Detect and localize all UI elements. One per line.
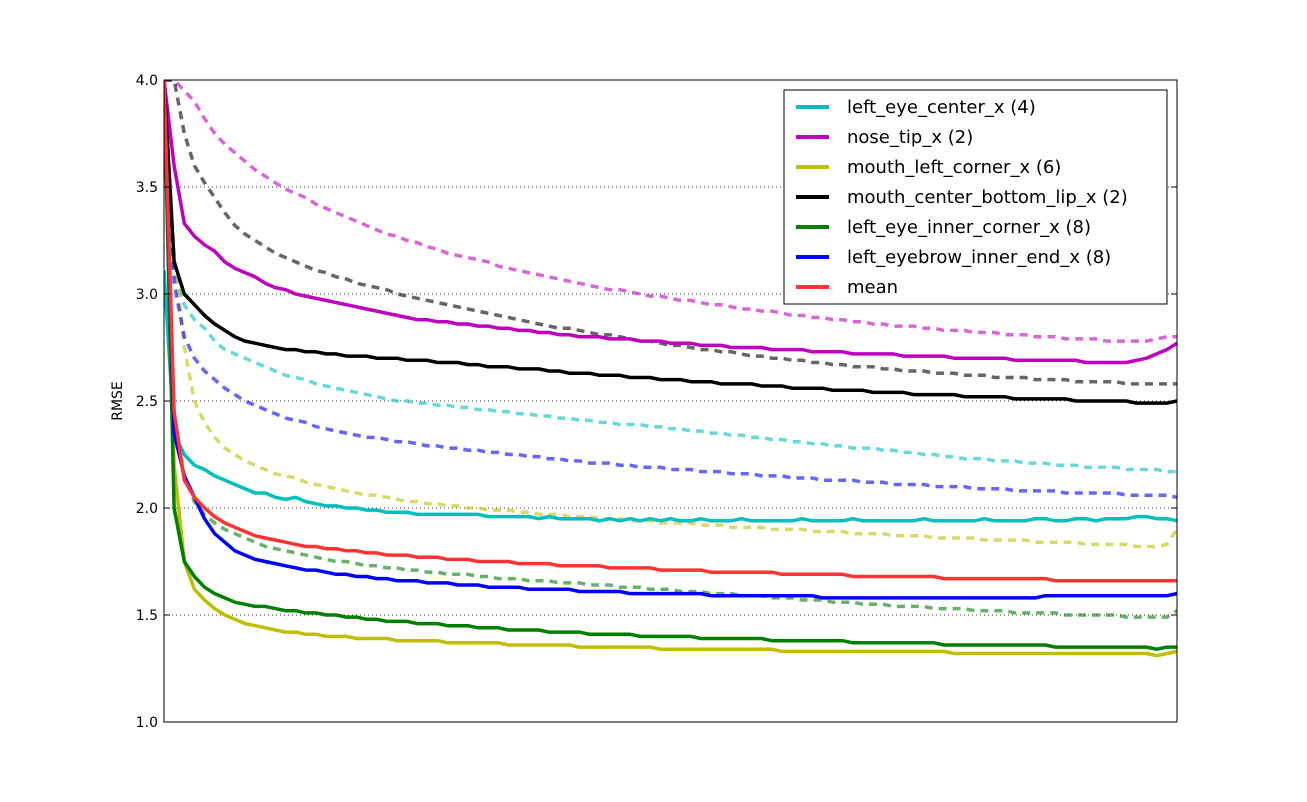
- legend-entry-label: left_eye_center_x (4): [847, 97, 1036, 118]
- y-axis-label: RMSE: [110, 381, 126, 421]
- y-tick-label: 2.0: [136, 501, 158, 517]
- series-lines: [164, 80, 1177, 658]
- series-line-left-eye-center-x-4--dashed: [164, 80, 1177, 474]
- legend-entry-label: mean: [847, 277, 898, 298]
- series-line-left-eyebrow-inner-end-x-8-: [164, 80, 1177, 600]
- y-tick-label: 1.0: [136, 715, 158, 731]
- series-line-left-eyebrow-inner-end-x-8--dashed: [164, 80, 1177, 500]
- series-line-mouth-left-corner-x-6--dashed: [164, 80, 1177, 549]
- legend-entry-label: left_eyebrow_inner_end_x (8): [847, 247, 1111, 268]
- y-tick-label: 4.0: [136, 73, 158, 89]
- y-tick-label: 3.0: [136, 287, 158, 303]
- series-line-nose-tip-x-2--dashed: [164, 80, 1177, 343]
- series-line-mean: [164, 80, 1177, 583]
- series-line-mouth-center-bottom-lip-x-2--dashed: [164, 80, 1177, 386]
- y-axis-ticks: 1.0 1.5 2.0 2.5 3.0 3.5 4.0: [136, 73, 1177, 731]
- y-tick-label: 3.5: [136, 180, 158, 196]
- legend-entry-label: mouth_left_corner_x (6): [847, 157, 1061, 178]
- series-line-left-eye-center-x-4-: [164, 270, 1177, 523]
- legend: left_eye_center_x (4) nose_tip_x (2) mouth…: [783, 89, 1168, 305]
- legend-box: [783, 89, 1168, 305]
- y-tick-label: 2.5: [136, 394, 158, 410]
- series-line-left-eye-inner-corner-x-8-: [164, 80, 1177, 651]
- series-line-nose-tip-x-2-: [164, 80, 1177, 365]
- legend-entry-label: left_eye_inner_corner_x (8): [847, 217, 1091, 238]
- series-line-left-eye-inner-corner-x-8--dashed: [164, 80, 1177, 619]
- series-line-mouth-center-bottom-lip-x-2-: [164, 80, 1177, 405]
- series-line-mouth-left-corner-x-6-: [164, 80, 1177, 658]
- legend-entry-label: nose_tip_x (2): [847, 127, 973, 148]
- legend-entry-label: mouth_center_bottom_lip_x (2): [847, 187, 1128, 208]
- y-tick-label: 1.5: [136, 608, 158, 624]
